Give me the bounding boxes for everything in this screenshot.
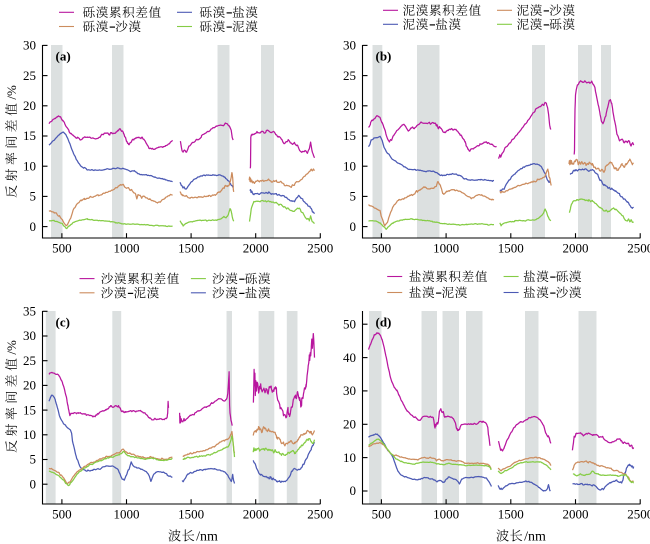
svg-text:1000: 1000 — [433, 240, 459, 255]
svg-text:0: 0 — [30, 219, 37, 234]
svg-text:5: 5 — [30, 452, 37, 467]
svg-text:1500: 1500 — [178, 506, 204, 521]
svg-text:2000: 2000 — [563, 506, 589, 521]
svg-text:30: 30 — [343, 38, 356, 53]
svg-text:1500: 1500 — [178, 240, 204, 255]
svg-text:1000: 1000 — [433, 506, 459, 521]
svg-text:2500: 2500 — [307, 240, 333, 255]
svg-text:500: 500 — [52, 240, 72, 255]
svg-text:500: 500 — [52, 506, 72, 521]
svg-text:1500: 1500 — [498, 240, 524, 255]
svg-text:5: 5 — [30, 189, 37, 204]
svg-text:/%: /% — [4, 85, 19, 100]
svg-text:10: 10 — [23, 427, 36, 442]
svg-text:2500: 2500 — [627, 240, 650, 255]
svg-text:50: 50 — [343, 316, 356, 331]
svg-text:2500: 2500 — [627, 506, 650, 521]
svg-text:20: 20 — [343, 417, 356, 432]
svg-text:0: 0 — [350, 483, 357, 498]
svg-text:0: 0 — [30, 476, 37, 491]
svg-text:25: 25 — [23, 68, 36, 83]
svg-text:30: 30 — [343, 383, 356, 398]
svg-text:15: 15 — [23, 402, 36, 417]
svg-text:35: 35 — [23, 304, 36, 319]
svg-text:1000: 1000 — [114, 506, 140, 521]
svg-text:15: 15 — [23, 128, 36, 143]
svg-text:15: 15 — [343, 128, 356, 143]
svg-text:40: 40 — [343, 350, 356, 365]
svg-text:500: 500 — [372, 240, 392, 255]
svg-text:/%: /% — [4, 340, 19, 355]
svg-text:10: 10 — [343, 450, 356, 465]
svg-text:(c): (c) — [56, 314, 70, 329]
svg-text:10: 10 — [343, 158, 356, 173]
svg-text:10: 10 — [23, 158, 36, 173]
svg-text:500: 500 — [372, 506, 392, 521]
svg-text:2000: 2000 — [243, 506, 269, 521]
svg-text:20: 20 — [343, 98, 356, 113]
svg-text:2500: 2500 — [307, 506, 333, 521]
svg-text:(d): (d) — [376, 314, 392, 329]
svg-text:0: 0 — [350, 219, 357, 234]
svg-text:(a): (a) — [56, 48, 71, 63]
svg-text:25: 25 — [23, 353, 36, 368]
svg-text:1000: 1000 — [114, 240, 140, 255]
svg-text:30: 30 — [23, 38, 36, 53]
svg-text:2000: 2000 — [563, 240, 589, 255]
svg-text:1500: 1500 — [498, 506, 524, 521]
svg-text:2000: 2000 — [243, 240, 269, 255]
svg-text:30: 30 — [23, 328, 36, 343]
svg-text:20: 20 — [23, 98, 36, 113]
svg-text:/nm: /nm — [196, 530, 218, 544]
svg-text:5: 5 — [350, 189, 357, 204]
svg-text:25: 25 — [343, 68, 356, 83]
svg-text:/nm: /nm — [524, 530, 546, 544]
svg-text:20: 20 — [23, 378, 36, 393]
svg-text:(b): (b) — [376, 48, 392, 63]
